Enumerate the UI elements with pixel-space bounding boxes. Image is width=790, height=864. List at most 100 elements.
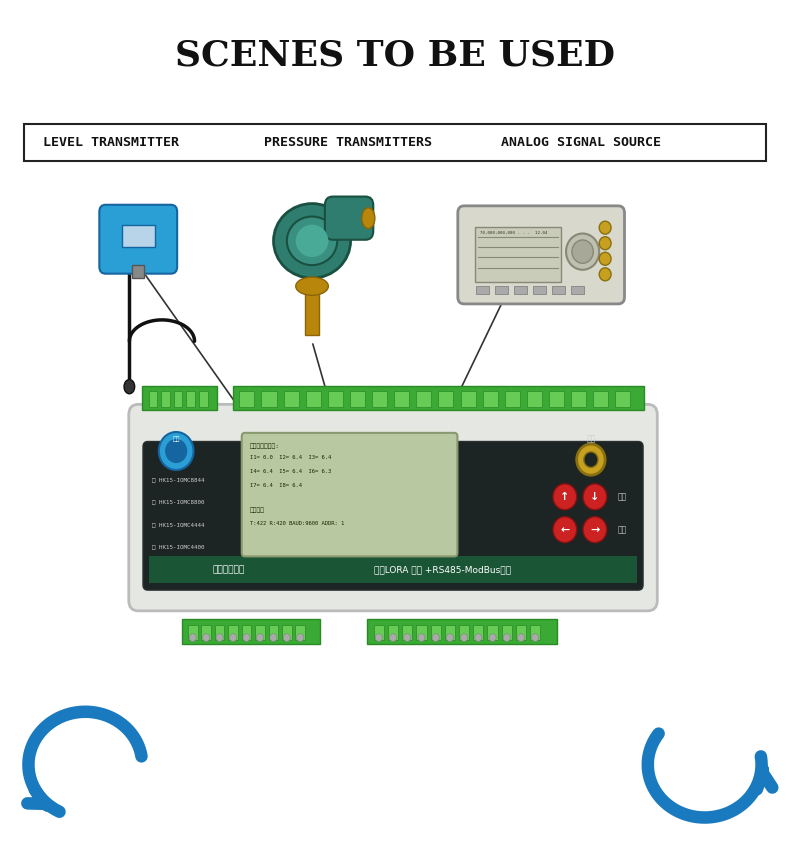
FancyBboxPatch shape [458, 206, 624, 304]
Bar [532, 286, 546, 294]
Bar [445, 625, 455, 640]
Circle shape [566, 233, 600, 270]
Bar [261, 391, 276, 407]
Bar [122, 225, 155, 247]
Bar [505, 391, 520, 407]
Circle shape [159, 432, 194, 470]
Circle shape [489, 634, 496, 641]
Bar [527, 391, 542, 407]
Circle shape [553, 517, 577, 543]
Bar [182, 619, 320, 644]
Bar [570, 286, 584, 294]
Circle shape [404, 634, 411, 641]
Circle shape [418, 634, 425, 641]
FancyBboxPatch shape [242, 433, 457, 556]
Circle shape [256, 634, 264, 641]
Bar [350, 391, 365, 407]
Bar [142, 386, 217, 410]
FancyBboxPatch shape [100, 205, 177, 274]
Text: ←: ← [560, 524, 570, 535]
Text: 70,000,000,000 - - -  12.04: 70,000,000,000 - - - 12.04 [480, 232, 547, 235]
Ellipse shape [124, 379, 134, 394]
Ellipse shape [295, 277, 329, 295]
Circle shape [503, 634, 510, 641]
Circle shape [432, 634, 439, 641]
FancyBboxPatch shape [129, 404, 657, 611]
Text: □ HK15-IOMC8844: □ HK15-IOMC8844 [152, 477, 204, 482]
Ellipse shape [295, 225, 329, 257]
Bar [394, 391, 409, 407]
Text: 智能测控终端: 智能测控终端 [213, 565, 245, 574]
Bar [188, 625, 198, 640]
Circle shape [189, 634, 196, 641]
Bar [483, 391, 498, 407]
Bar [374, 625, 384, 640]
Text: I1= 0.0  I2= 6.4  I3= 6.4: I1= 0.0 I2= 6.4 I3= 6.4 [250, 455, 331, 461]
Text: 取消: 取消 [617, 492, 626, 501]
FancyBboxPatch shape [325, 197, 374, 240]
Ellipse shape [362, 208, 375, 229]
Bar [461, 391, 476, 407]
Text: 天线: 天线 [586, 435, 596, 443]
Bar [24, 124, 766, 161]
Circle shape [553, 484, 577, 510]
Text: I4= 6.4  I5= 6.4  I6= 6.3: I4= 6.4 I5= 6.4 I6= 6.3 [250, 469, 331, 474]
Circle shape [583, 517, 607, 543]
Text: →: → [590, 524, 600, 535]
Bar [416, 391, 431, 407]
Bar [328, 391, 343, 407]
Circle shape [532, 634, 539, 641]
Bar [502, 625, 512, 640]
Bar [239, 391, 254, 407]
Text: LEVEL TRANSMITTER: LEVEL TRANSMITTER [43, 136, 179, 149]
Bar [530, 625, 540, 640]
Bar [186, 391, 195, 407]
Circle shape [216, 634, 224, 641]
Bar [438, 391, 453, 407]
Circle shape [283, 634, 291, 641]
Text: I7= 6.4  I8= 6.4: I7= 6.4 I8= 6.4 [250, 483, 302, 488]
Bar [571, 391, 586, 407]
Bar [552, 286, 565, 294]
Text: □ HK15-IOMC4400: □ HK15-IOMC4400 [152, 544, 204, 550]
Bar [476, 286, 489, 294]
Text: ANALOG SIGNAL SOURCE: ANALOG SIGNAL SOURCE [501, 136, 660, 149]
Text: 确定: 确定 [617, 525, 626, 534]
Bar [475, 227, 561, 283]
Bar [242, 625, 251, 640]
Bar [416, 625, 427, 640]
Bar [402, 625, 412, 640]
Ellipse shape [273, 204, 351, 278]
Bar [593, 391, 608, 407]
Circle shape [229, 634, 237, 641]
Bar [233, 386, 644, 410]
Text: □ HK15-IOMC8800: □ HK15-IOMC8800 [152, 499, 204, 505]
Circle shape [165, 439, 187, 463]
Text: 无线LORA 传输 +RS485-ModBus控制: 无线LORA 传输 +RS485-ModBus控制 [374, 565, 511, 574]
Bar [284, 391, 299, 407]
Text: SCENES TO BE USED: SCENES TO BE USED [175, 39, 615, 73]
Circle shape [269, 634, 276, 641]
Bar [372, 391, 387, 407]
Bar [149, 391, 157, 407]
Text: □ HK15-IOMC4444: □ HK15-IOMC4444 [152, 522, 204, 527]
Bar [305, 276, 319, 335]
Circle shape [600, 237, 611, 250]
Bar [306, 391, 321, 407]
Circle shape [202, 634, 210, 641]
Circle shape [572, 240, 593, 264]
Text: ↓: ↓ [590, 492, 600, 502]
Circle shape [475, 634, 482, 641]
Circle shape [461, 634, 468, 641]
Circle shape [297, 634, 303, 641]
Bar [388, 625, 398, 640]
Bar [199, 391, 208, 407]
Bar [514, 286, 527, 294]
Bar [495, 286, 508, 294]
Bar [295, 625, 305, 640]
Bar [615, 391, 630, 407]
Bar [367, 619, 557, 644]
Bar [516, 625, 526, 640]
Text: 海鸥: 海鸥 [172, 436, 180, 442]
Bar [132, 264, 145, 278]
